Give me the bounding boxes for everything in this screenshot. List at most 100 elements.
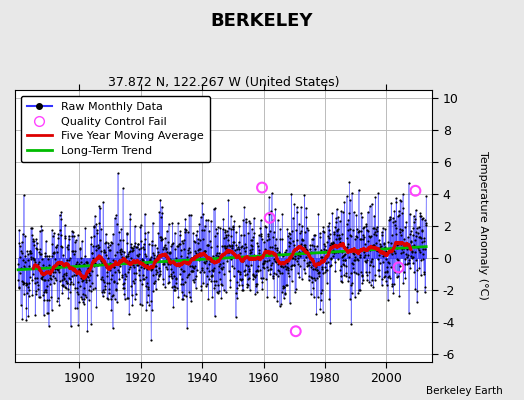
Point [196,237,204,243]
Point [260,239,268,245]
Point [107,276,115,282]
Point [355,287,364,293]
Point [187,255,195,262]
Point [18,316,26,323]
Point [385,260,394,266]
Point [373,246,381,253]
Point [105,286,114,292]
Point [117,259,125,266]
Point [113,299,121,305]
Point [32,291,40,298]
Point [182,274,191,280]
Point [292,258,301,264]
Point [347,321,355,327]
Point [331,242,339,248]
Point [38,227,46,234]
Point [149,272,157,278]
Point [252,268,260,274]
Point [59,283,67,290]
Point [178,288,186,295]
Point [82,259,91,266]
Point [408,254,417,260]
Point [278,211,287,217]
Point [196,214,205,220]
Point [362,269,370,276]
Point [70,272,79,278]
Point [335,242,343,248]
Point [160,242,169,248]
Point [138,302,146,308]
Point [67,279,75,285]
Point [291,286,300,292]
Point [214,263,223,269]
Point [273,298,281,304]
Point [33,278,41,285]
Point [112,261,121,268]
Point [172,279,180,286]
Point [165,272,173,279]
Point [280,263,289,269]
Point [163,259,171,266]
Point [114,170,122,176]
Point [56,226,64,233]
Point [161,252,170,259]
Point [151,277,160,284]
Point [108,272,116,279]
Point [345,179,354,185]
Point [133,241,141,247]
Point [103,296,112,302]
Point [364,209,372,215]
Point [241,267,249,273]
Point [224,232,232,238]
Point [317,246,325,253]
Point [47,294,56,300]
Point [412,257,420,263]
Point [173,219,182,226]
Point [307,291,315,298]
Point [206,272,215,279]
Point [321,264,329,270]
Point [185,262,194,269]
Point [306,242,314,248]
Point [83,259,91,266]
Point [323,280,331,286]
Point [396,197,405,203]
Point [306,259,314,266]
Point [192,253,201,260]
Point [272,259,280,265]
Point [333,249,342,255]
Point [62,270,71,276]
Point [421,289,429,296]
Point [178,276,187,282]
Point [396,262,404,269]
Point [280,284,288,290]
Point [208,294,216,301]
Point [310,232,319,239]
Point [242,218,250,225]
Point [239,286,248,293]
Point [337,262,345,269]
Point [349,261,357,267]
Point [37,276,46,282]
Point [68,233,77,239]
Point [194,256,203,263]
Point [126,211,134,217]
Point [140,264,149,271]
Point [104,254,112,261]
Point [332,206,341,212]
Point [263,257,271,264]
Point [235,250,244,256]
Point [165,279,173,286]
Point [132,270,140,276]
Point [205,228,213,234]
Y-axis label: Temperature Anomaly (°C): Temperature Anomaly (°C) [478,152,488,300]
Point [92,304,101,310]
Point [62,278,70,284]
Point [252,280,260,287]
Point [256,267,264,274]
Point [390,250,399,256]
Point [63,256,71,263]
Point [409,260,417,266]
Point [286,235,294,241]
Point [243,270,251,277]
